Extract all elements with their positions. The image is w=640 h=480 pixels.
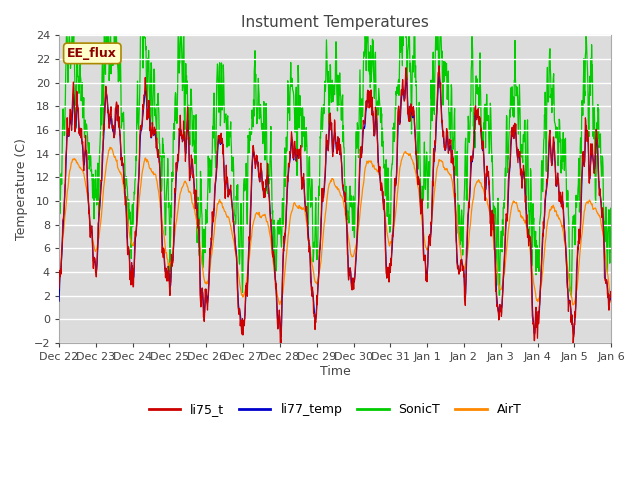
Title: Instument Temperatures: Instument Temperatures [241,15,429,30]
X-axis label: Time: Time [320,365,351,378]
Legend: li75_t, li77_temp, SonicT, AirT: li75_t, li77_temp, SonicT, AirT [144,398,527,421]
Y-axis label: Temperature (C): Temperature (C) [15,138,28,240]
Text: EE_flux: EE_flux [67,47,117,60]
